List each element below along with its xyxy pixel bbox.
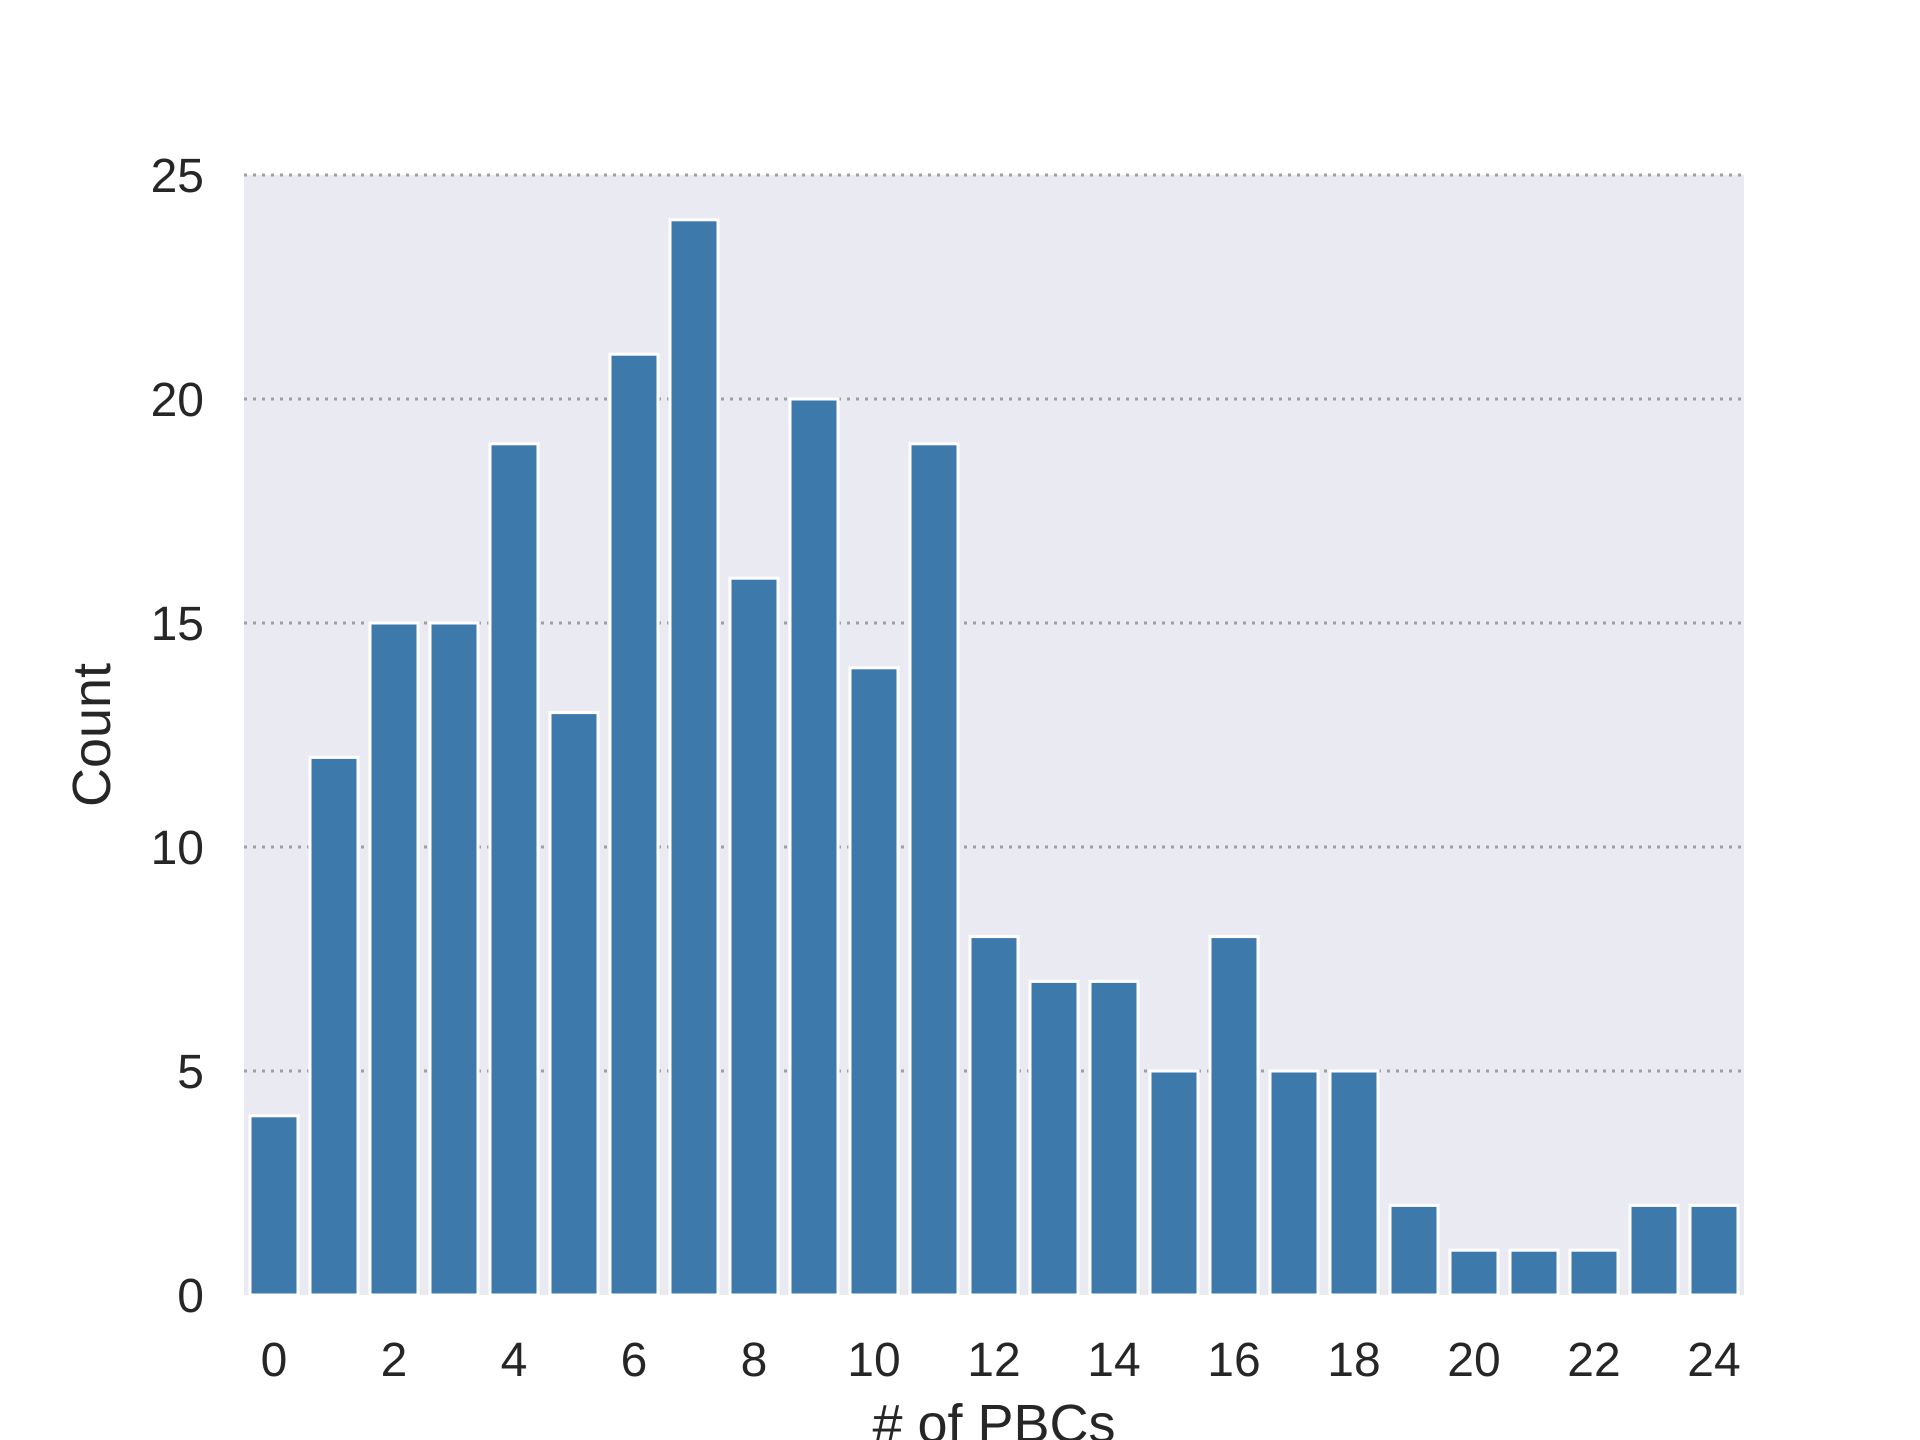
bar xyxy=(1208,935,1260,1297)
bar xyxy=(788,397,840,1297)
bar xyxy=(608,352,660,1297)
bar xyxy=(1628,1203,1680,1297)
x-tick-label: 24 xyxy=(1687,1334,1740,1387)
bar xyxy=(848,666,900,1297)
y-axis-label: Count xyxy=(62,663,122,807)
y-tick-label: 5 xyxy=(177,1046,204,1099)
x-tick-label: 22 xyxy=(1567,1334,1620,1387)
bar xyxy=(488,442,540,1297)
bar xyxy=(1328,1069,1380,1297)
y-tick-label: 10 xyxy=(151,822,204,875)
x-tick-label: 8 xyxy=(741,1334,768,1387)
bar xyxy=(1568,1248,1620,1297)
bar xyxy=(1508,1248,1560,1297)
y-axis-ticks: 0 5 10 15 20 25 xyxy=(151,150,204,1323)
y-tick-label: 20 xyxy=(151,374,204,427)
bar xyxy=(1448,1248,1500,1297)
bar xyxy=(428,621,480,1297)
x-tick-label: 12 xyxy=(967,1334,1020,1387)
x-tick-label: 20 xyxy=(1447,1334,1500,1387)
bar xyxy=(1268,1069,1320,1297)
x-tick-label: 2 xyxy=(381,1334,408,1387)
bar xyxy=(968,935,1020,1297)
y-tick-label: 25 xyxy=(151,150,204,203)
x-tick-label: 0 xyxy=(261,1334,288,1387)
x-axis-label: # of PBCs xyxy=(872,1394,1115,1440)
bar xyxy=(1388,1203,1440,1297)
bar xyxy=(908,442,960,1297)
x-tick-label: 10 xyxy=(847,1334,900,1387)
bar xyxy=(1688,1203,1740,1297)
bar xyxy=(368,621,420,1297)
y-tick-label: 15 xyxy=(151,598,204,651)
bars xyxy=(248,218,1740,1297)
bar xyxy=(308,755,360,1297)
bar xyxy=(1088,979,1140,1297)
bar xyxy=(668,218,720,1297)
x-tick-label: 6 xyxy=(621,1334,648,1387)
x-axis-ticks: 0 2 4 6 8 10 12 14 16 18 20 22 24 xyxy=(261,1334,1741,1387)
y-tick-label: 0 xyxy=(177,1270,204,1323)
x-tick-label: 16 xyxy=(1207,1334,1260,1387)
x-tick-label: 18 xyxy=(1327,1334,1380,1387)
bar xyxy=(1028,979,1080,1297)
bar xyxy=(728,576,780,1297)
x-tick-label: 14 xyxy=(1087,1334,1140,1387)
bar xyxy=(248,1114,300,1297)
x-tick-label: 4 xyxy=(501,1334,528,1387)
bar xyxy=(548,711,600,1297)
bar xyxy=(1148,1069,1200,1297)
